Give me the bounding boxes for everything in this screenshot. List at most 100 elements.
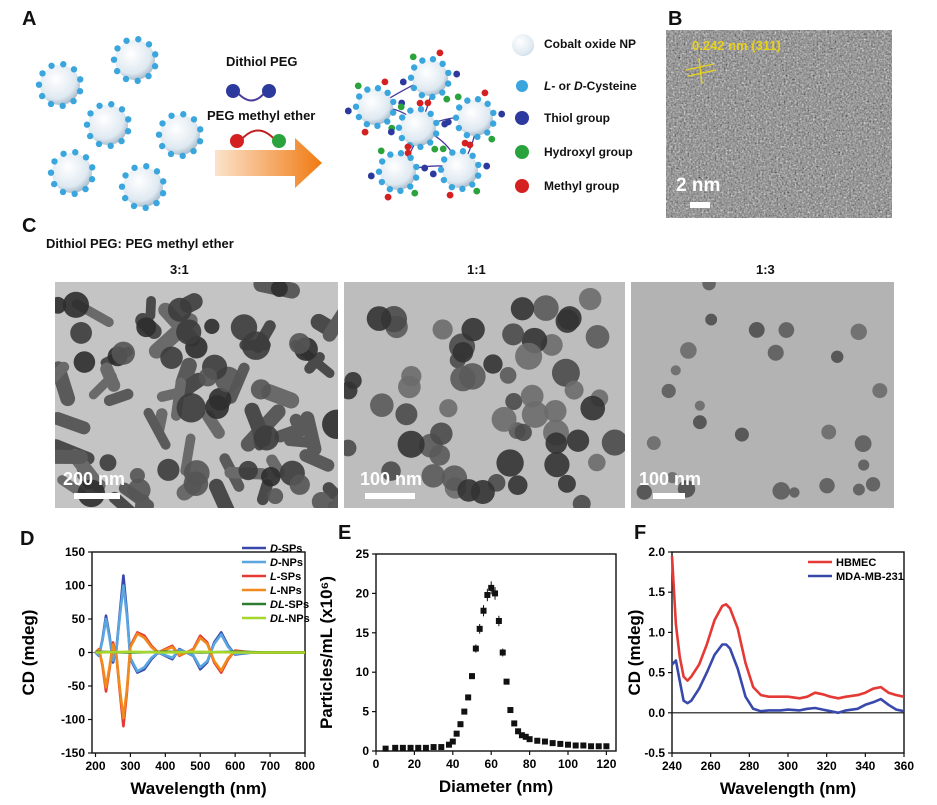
ratio-label-1-3: 1:3 xyxy=(756,262,775,277)
nanoparticle xyxy=(238,460,258,481)
cysteine-dot xyxy=(39,70,46,77)
nanoparticle xyxy=(858,459,870,471)
y-tick-label: -150 xyxy=(61,746,85,760)
nanoparticle xyxy=(545,432,568,455)
dithiol-peg-icon xyxy=(226,84,276,102)
cobalt-oxide-np xyxy=(442,152,478,188)
nanoparticle xyxy=(557,474,576,493)
data-point xyxy=(499,649,506,656)
cysteine-dot xyxy=(47,169,55,176)
cysteine-dot xyxy=(196,138,204,145)
cobalt-oxide-np xyxy=(52,153,92,193)
nanoparticle xyxy=(636,484,652,500)
surface-group-dot xyxy=(367,172,375,180)
data-point xyxy=(484,591,491,598)
nanoparticle xyxy=(289,474,310,495)
legend-label: L-SPs xyxy=(270,571,301,583)
ratio-label-3-1: 3:1 xyxy=(170,262,189,277)
surface-group-dot xyxy=(387,128,395,136)
cysteine-dot xyxy=(153,199,160,207)
cysteine-dot xyxy=(110,56,118,63)
y-tick-label: 150 xyxy=(65,545,85,559)
data-point xyxy=(415,744,422,751)
nanoparticle xyxy=(670,365,681,376)
lattice-spacing-label: 0.242 nm (311) xyxy=(692,38,781,53)
nanoparticle xyxy=(127,478,151,502)
cysteine-dot xyxy=(384,89,391,97)
cysteine-dot xyxy=(410,84,418,92)
surface-group-dot xyxy=(444,118,452,126)
cysteine-dot xyxy=(153,168,161,175)
nanoparticle xyxy=(789,487,800,498)
cysteine-dot xyxy=(448,183,456,191)
cysteine-dot xyxy=(142,204,149,212)
surface-group-dot xyxy=(404,143,412,151)
cysteine-dot xyxy=(130,202,138,210)
surface-group-dot xyxy=(411,189,419,197)
nanoparticle xyxy=(533,295,559,321)
y-tick-label: 0.5 xyxy=(648,666,665,680)
bare-nanoparticles xyxy=(35,36,204,212)
cysteine-dot xyxy=(35,81,43,88)
data-point xyxy=(580,742,587,749)
legend-label: D-NPs xyxy=(270,557,303,569)
cysteine-dot xyxy=(429,56,437,63)
surface-group-dot xyxy=(466,141,474,149)
surface-group-dot xyxy=(453,70,461,78)
nanoparticle xyxy=(694,400,705,411)
nanoparticle xyxy=(734,427,749,442)
cobalt-oxide-np-icon xyxy=(512,34,534,56)
cysteine-dot xyxy=(155,131,163,138)
data-point xyxy=(515,728,522,735)
nanoparticle xyxy=(62,291,89,318)
cobalt-oxide-np xyxy=(160,115,200,155)
data-point xyxy=(522,733,529,740)
data-point xyxy=(382,745,389,752)
cysteine-dot xyxy=(484,129,491,136)
data-point xyxy=(572,742,579,749)
cobalt-oxide-np xyxy=(457,100,493,136)
cysteine-dot xyxy=(455,124,463,132)
y-tick-label: 20 xyxy=(356,586,370,600)
nanoparticle xyxy=(499,367,517,384)
nanoparticle xyxy=(129,468,145,484)
hrtem-texture xyxy=(666,30,892,218)
nanoparticle xyxy=(73,351,96,373)
cysteine-dot xyxy=(86,132,94,140)
nanoparticle xyxy=(176,393,206,423)
surface-group-dot xyxy=(377,147,385,155)
nanoparticle xyxy=(167,297,192,322)
data-point xyxy=(492,590,499,597)
y-tick-label: 1.0 xyxy=(648,625,665,639)
nanoparticle xyxy=(491,406,517,432)
data-point xyxy=(476,625,483,632)
cysteine-dot xyxy=(397,150,405,157)
x-tick-label: 340 xyxy=(855,759,875,773)
x-tick-label: 20 xyxy=(408,757,422,771)
data-point xyxy=(445,741,452,748)
surface-group-dot xyxy=(488,135,496,143)
cysteine-dot xyxy=(407,74,415,81)
nanoparticle xyxy=(702,282,716,291)
nanoparticle xyxy=(270,282,288,297)
aggregate-chain xyxy=(176,372,206,398)
cysteine-dot xyxy=(475,161,482,169)
cysteine-dot xyxy=(459,148,467,155)
series-line-dl-nps xyxy=(95,650,305,654)
cysteine-dot xyxy=(363,120,371,128)
cysteine-dot xyxy=(143,163,150,170)
cysteine-dot xyxy=(390,98,397,106)
nanoparticle xyxy=(344,381,358,400)
cysteine-dot xyxy=(83,121,91,128)
y-axis-label: CD (mdeg) xyxy=(20,610,38,696)
thiol-group-icon xyxy=(515,111,529,125)
cysteine-dot xyxy=(417,143,424,151)
surface-group-dot xyxy=(399,78,407,86)
y-tick-label: 0.0 xyxy=(648,706,665,720)
chart-size-distribution: 0 20 40 60 80 100 120 0 5 10 15 20 25 Diameter (nm) Pa… xyxy=(318,547,617,796)
chart-cd-spectra: 200 300 400 500 600 700 800 -150 -100 -50 0 50 100 15… xyxy=(20,543,315,798)
surface-group-dot xyxy=(397,103,405,111)
nanoparticle xyxy=(261,466,281,487)
cysteine-dot xyxy=(123,37,130,44)
data-point xyxy=(457,721,464,728)
